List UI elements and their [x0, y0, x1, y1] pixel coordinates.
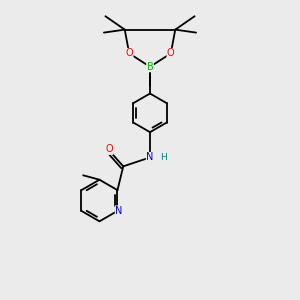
Text: N: N [115, 206, 123, 216]
Text: N: N [146, 152, 154, 162]
Text: O: O [167, 48, 175, 59]
Text: O: O [125, 48, 133, 59]
Text: B: B [147, 62, 153, 72]
Text: O: O [105, 144, 113, 154]
Text: H: H [160, 153, 167, 162]
